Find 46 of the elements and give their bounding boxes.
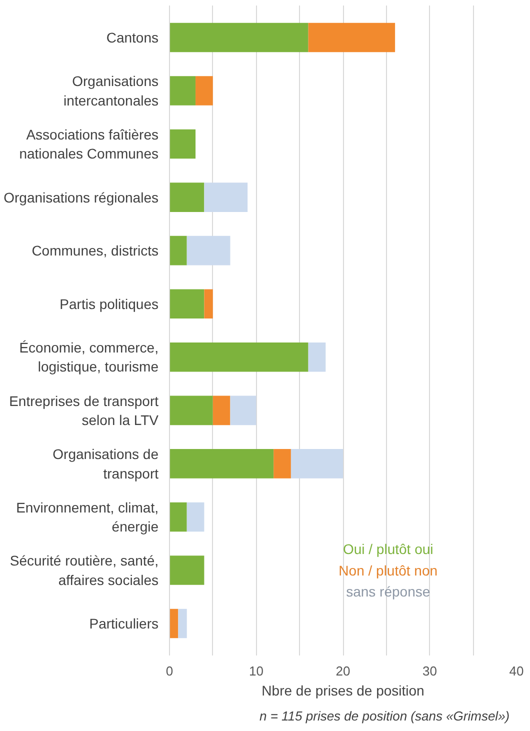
bar [170, 342, 308, 372]
bar [170, 129, 196, 159]
x-tick-label: 30 [422, 664, 437, 678]
text: Non / plutôt non [338, 562, 438, 578]
y-tick-label: Entreprises de transport selon la LTV [9, 392, 160, 428]
bar [186, 502, 204, 532]
bar [204, 182, 248, 212]
bar [170, 502, 187, 532]
y-tick-label: Organisations de transport [52, 446, 159, 482]
y-tick-label: Particuliers [89, 616, 159, 632]
bar [170, 182, 204, 212]
y-tick-label: Associations faîtières nationales Communes [19, 126, 159, 162]
text: n = 115 prises de position (sans «Grimsel») [260, 708, 510, 724]
y-tick-label: Environnement, climat, énergie [16, 499, 159, 535]
x-axis-title: Nbre de prises de position [262, 682, 424, 698]
bar [170, 289, 204, 319]
bar [170, 449, 274, 478]
bar [170, 76, 196, 106]
bar [196, 76, 213, 106]
bar [230, 396, 256, 426]
y-tick-label: Partis politiques [60, 296, 158, 312]
y-tick-label: Cantons [106, 29, 159, 46]
bar [204, 289, 213, 319]
text: Oui / plutôt oui [342, 540, 434, 557]
y-tick-label: Organisations régionales [4, 189, 159, 206]
bar [290, 449, 343, 478]
x-tick-label: 20 [336, 664, 350, 678]
y-tick-label: Économie, commerce, logistique, tourisme [19, 340, 159, 375]
bar [170, 556, 204, 585]
y-tick-label: Sécurité routière, santé, affaires sociales [10, 552, 159, 588]
bar [170, 22, 308, 52]
bar [170, 396, 213, 426]
bar [274, 449, 291, 478]
y-tick-label: Communes, districts [32, 242, 159, 259]
bar [186, 236, 230, 266]
bar [212, 396, 230, 426]
text: sans réponse [346, 584, 430, 600]
bar [308, 22, 396, 52]
y-tick-label: Organisations intercantonales [64, 73, 159, 108]
x-tick-label: 10 [249, 664, 264, 678]
bar [308, 342, 326, 372]
bar [178, 608, 187, 638]
bar [170, 236, 187, 266]
bar [170, 608, 178, 638]
x-tick-label: 0 [166, 664, 174, 678]
x-tick-label: 40 [509, 664, 524, 678]
